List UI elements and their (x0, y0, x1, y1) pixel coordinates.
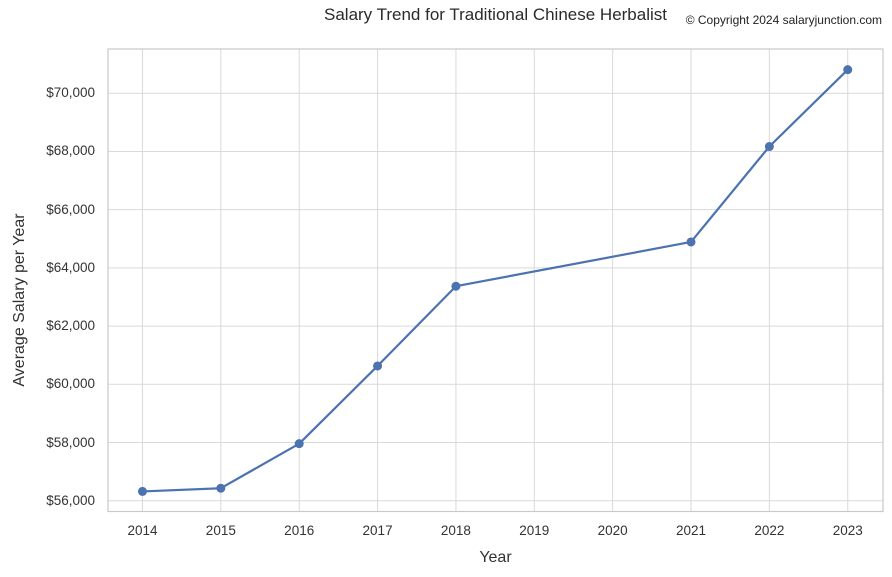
data-point-2022 (764, 142, 774, 152)
data-point-2015 (216, 483, 226, 493)
salary-series-line (141, 68, 849, 493)
y-tick-label: $58,000 (46, 434, 95, 450)
copyright-notice: © Copyright 2024 salaryjunction.com (685, 13, 882, 27)
y-tick-label: $66,000 (46, 201, 95, 217)
data-point-2023 (843, 65, 853, 75)
x-tick-label: 2021 (675, 523, 707, 538)
x-tick-label: 2022 (754, 523, 785, 538)
x-tick-label: 2017 (362, 523, 393, 538)
x-axis-label: Year (479, 549, 512, 566)
y-tick-label: $68,000 (46, 143, 95, 159)
y-tick-label: $60,000 (46, 376, 95, 392)
x-tick-label: 2014 (127, 523, 158, 538)
x-tick-label: 2019 (519, 523, 550, 538)
x-tick-label: 2015 (205, 523, 236, 538)
x-tick-label: 2016 (284, 523, 315, 538)
x-tick-label: 2023 (832, 523, 863, 538)
x-tick-label: 2018 (440, 523, 471, 538)
data-point-2017 (373, 361, 383, 371)
y-tick-label: $70,000 (46, 85, 95, 101)
plot-frame (107, 48, 884, 513)
data-point-2014 (137, 486, 147, 496)
data-point-2021 (686, 237, 696, 247)
y-tick-label: $64,000 (46, 259, 95, 275)
y-tick-label: $56,000 (46, 492, 95, 508)
data-point-2016 (294, 439, 304, 449)
y-tick-label: $62,000 (46, 318, 95, 334)
x-tick-label: 2020 (597, 523, 628, 538)
data-point-2018 (451, 281, 461, 291)
chart-title: Salary Trend for Traditional Chinese Her… (324, 5, 667, 24)
